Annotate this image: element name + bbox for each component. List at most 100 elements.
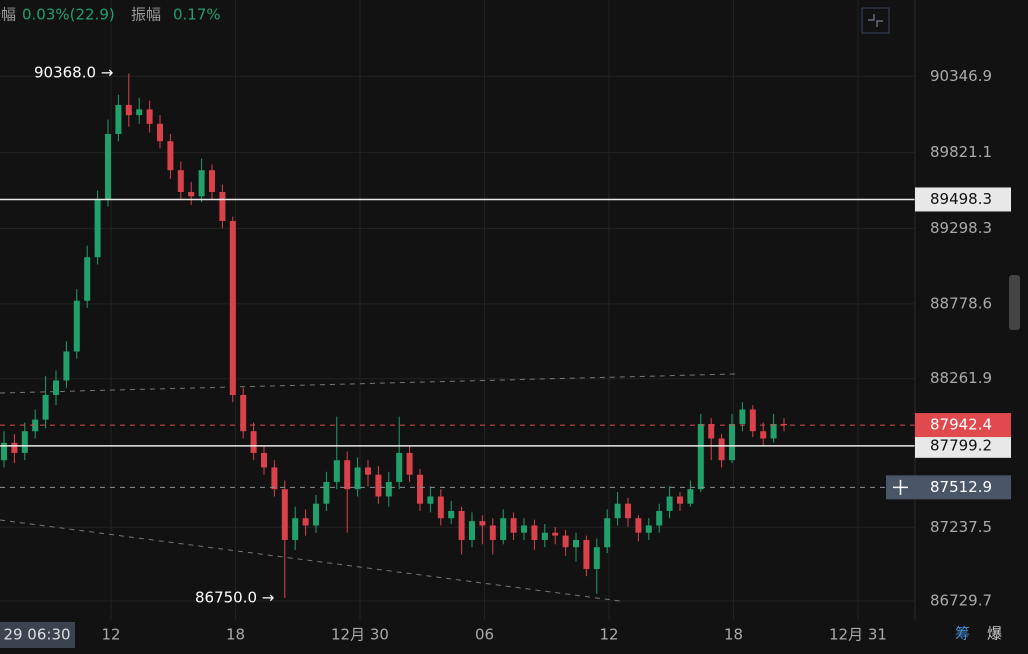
- stat-value: 0.17%: [173, 6, 221, 24]
- candle-body: [718, 438, 725, 461]
- stat-label: 振幅: [131, 6, 161, 24]
- add-icon: [893, 479, 908, 495]
- side-tab[interactable]: 爆: [987, 625, 1002, 643]
- candle-body: [604, 518, 611, 548]
- candle-body: [375, 474, 382, 497]
- candle-body: [406, 452, 413, 475]
- candle-body: [656, 510, 663, 526]
- candle-body: [11, 442, 18, 453]
- candle-body: [749, 409, 756, 432]
- candle-body: [729, 423, 735, 461]
- candle-body: [385, 481, 392, 497]
- y-axis: 90346.9 89821.1 89298.3 88778.6 88261.9 87237…: [886, 67, 1011, 609]
- candle-body: [125, 104, 132, 116]
- candle-body: [697, 423, 704, 490]
- trend-line: [0, 373, 736, 394]
- candle-body: [146, 109, 153, 124]
- candle-body: [365, 467, 371, 475]
- candle-body: [1, 442, 7, 461]
- y-tick-label: 88261.9: [930, 369, 992, 387]
- candle-body: [177, 170, 184, 192]
- candle-body: [760, 431, 767, 439]
- candle-body: [770, 423, 777, 439]
- candle-body: [84, 257, 91, 301]
- candle-body: [625, 503, 631, 519]
- candle-body: [562, 535, 569, 548]
- x-axis: 29 06:30 12 18 12月 30 06 12 18 12月 31: [0, 622, 887, 648]
- price-label: 89498.3: [930, 190, 992, 208]
- y-tick-label: 87237.5: [930, 518, 992, 536]
- candle-body: [323, 481, 330, 504]
- candle-body: [53, 380, 59, 395]
- candle-body: [42, 394, 49, 420]
- x-tick-label: 18: [226, 626, 245, 644]
- x-tick-label: 18: [724, 626, 743, 644]
- candle-body: [427, 496, 434, 504]
- candle-body: [469, 521, 475, 540]
- crosshair-label-box: [0, 622, 75, 648]
- candle-body: [21, 431, 28, 453]
- y-tick-label: 90346.9: [930, 67, 992, 85]
- price-label: 87799.2: [930, 436, 992, 454]
- candle-body: [677, 496, 683, 504]
- y-tick-label: 86729.7: [930, 591, 992, 609]
- price-label-box: [915, 433, 1011, 458]
- candle-body: [292, 518, 299, 540]
- candle-body: [136, 109, 143, 116]
- price-label: 87942.4: [930, 416, 992, 434]
- candle-body: [448, 510, 455, 519]
- candle-body: [261, 452, 267, 468]
- side-tab[interactable]: 筹: [955, 625, 970, 643]
- fullscreen-icon: [868, 14, 883, 27]
- candle-body: [94, 199, 101, 258]
- candle-body: [573, 539, 579, 548]
- candle-body: [281, 489, 288, 540]
- candle-body: [437, 496, 444, 519]
- candle-body: [157, 123, 163, 142]
- grid: [0, 0, 915, 620]
- candle-body: [500, 518, 507, 540]
- candle-body: [781, 423, 787, 426]
- candle-body: [593, 547, 600, 569]
- x-tick-label: 06: [475, 626, 494, 644]
- candle-body: [63, 351, 70, 381]
- price-lines: [0, 198, 915, 488]
- candle-body: [250, 431, 257, 453]
- candle-body: [167, 141, 174, 171]
- fullscreen-button[interactable]: [861, 7, 890, 34]
- candle-body: [354, 467, 361, 490]
- price-label-box: [915, 413, 1011, 438]
- candle-body: [521, 525, 527, 533]
- candle-body: [458, 510, 465, 540]
- candle-body: [219, 191, 226, 221]
- candle-body: [531, 525, 538, 540]
- annotation: 90368.0 →: [34, 64, 113, 82]
- candle-body: [313, 503, 319, 526]
- candle-body: [541, 532, 548, 540]
- stat-value: 0.03%(22.9): [22, 6, 115, 24]
- candle-body: [583, 539, 590, 569]
- candle-body: [240, 394, 247, 432]
- candle-body: [708, 423, 715, 439]
- scroll-handle[interactable]: [1009, 275, 1020, 330]
- candle-body: [479, 521, 486, 526]
- y-tick-label: 88778.6: [930, 294, 992, 312]
- candle-body: [198, 170, 205, 197]
- candle-body: [271, 467, 278, 490]
- stat-label: 涨幅: [0, 6, 16, 24]
- candle-body: [188, 191, 195, 197]
- candle-body: [614, 503, 621, 519]
- x-tick-label: 12: [599, 626, 618, 644]
- candle-body: [115, 104, 122, 134]
- candle-body: [396, 452, 403, 482]
- x-tick-label: 12月 31: [829, 626, 887, 644]
- candle-body: [645, 525, 652, 533]
- x-tick-label: 29 06:30: [3, 626, 70, 644]
- candle-body: [666, 496, 673, 511]
- candle-body: [510, 518, 517, 533]
- candle-body: [73, 300, 80, 352]
- annotation: 86750.0 →: [195, 589, 274, 607]
- candle-body: [739, 409, 746, 424]
- candle-body: [687, 489, 694, 504]
